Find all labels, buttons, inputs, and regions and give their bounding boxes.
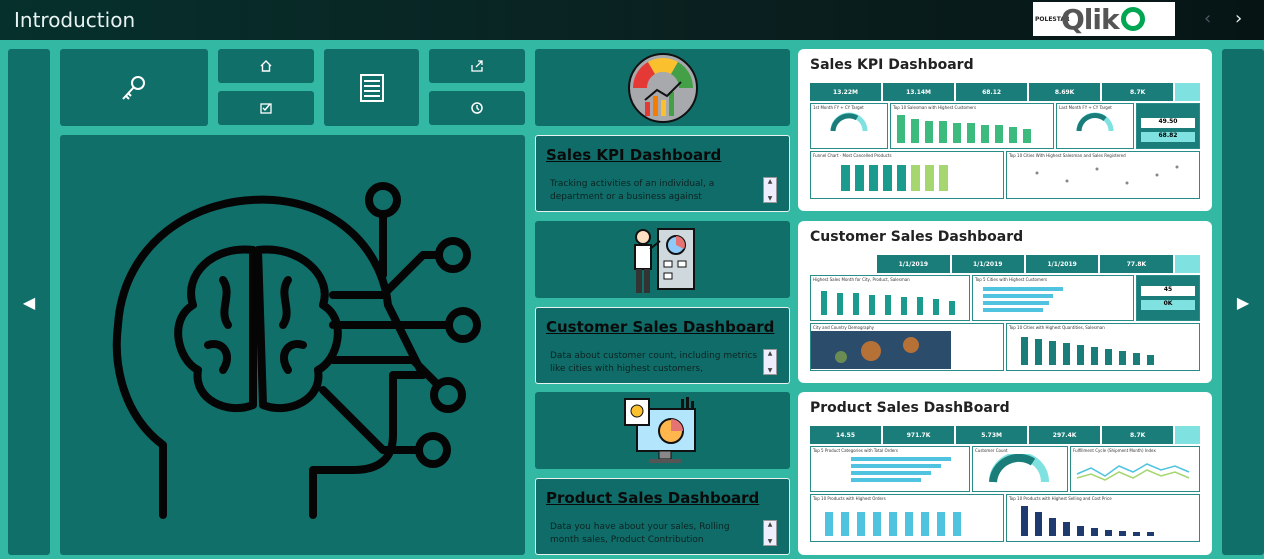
product-sales-thumbnail[interactable]: Product Sales DashBoard 14.55 971.7K 5.7…	[798, 392, 1212, 555]
preview-panel: Top 5 Product Categories with Total Orde…	[810, 446, 970, 492]
qlik-logo: POLESTAR Qlik	[1033, 2, 1175, 36]
kpi-tile: 5.73M	[956, 426, 1028, 444]
preview-panel: Top 10 Cities with Highest Quantities, S…	[1006, 323, 1200, 371]
kpi-gauge-tile	[535, 49, 790, 126]
product-sales-scrollbar[interactable]: ▲ ▼	[763, 520, 777, 546]
sales-kpi-text: Tracking activities of an individual, a …	[550, 179, 715, 202]
home-icon	[260, 60, 272, 72]
monitor-chart-icon	[623, 396, 696, 463]
product-sales-title[interactable]: Product Sales Dashboard	[546, 489, 760, 507]
left-nav-button[interactable]: ◀	[8, 49, 50, 555]
brain-illustration-panel	[60, 135, 525, 555]
presenter-icon	[633, 227, 695, 293]
preview-panel: Top 10 Cities With Highest Salesman and …	[1006, 151, 1200, 199]
customer-sales-text: Data about customer count, including met…	[550, 351, 758, 374]
kpi-tile: 8.7K	[1102, 426, 1174, 444]
customer-sales-scrollbar[interactable]: ▲ ▼	[763, 349, 777, 375]
product-sales-text: Data you have about your sales, Rolling …	[550, 522, 730, 545]
sheet-canvas: ◀ ▶	[0, 40, 1264, 559]
sales-kpi-thumb-title: Sales KPI Dashboard	[810, 57, 974, 73]
preview-panel: Customer Count	[972, 446, 1068, 492]
kpi-tile: 1/1/2019	[877, 255, 950, 273]
customer-sales-thumbnail[interactable]: Customer Sales Dashboard 1/1/2019 1/1/20…	[798, 221, 1212, 383]
brain-head-icon	[112, 182, 481, 519]
qlik-q-icon	[1120, 7, 1145, 31]
preview-panel: Funnel Chart - Most Cancelled Products	[810, 151, 1004, 199]
sales-kpi-thumbnail[interactable]: Sales KPI Dashboard 13.22M 13.14M 68.12 …	[798, 49, 1212, 211]
check-icon	[260, 103, 272, 114]
kpi-tile: 8.69K	[1029, 83, 1101, 101]
preview-panel: 45 0K	[1136, 275, 1200, 321]
kpi-tile: 14.55	[810, 426, 882, 444]
product-sales-preview: 14.55 971.7K 5.73M 297.4K 8.7K Top 5 Pro…	[810, 426, 1201, 542]
key-icon	[122, 75, 145, 100]
customer-sales-preview: 1/1/2019 1/1/2019 1/1/2019 77.8K Highest…	[810, 255, 1200, 371]
kpi-tile: 297.4K	[1029, 426, 1101, 444]
preview-panel: Top 10 Products with Highest Selling and…	[1006, 494, 1200, 542]
list-button[interactable]	[324, 49, 419, 126]
customer-sales-title[interactable]: Customer Sales Dashboard	[546, 318, 775, 336]
preview-panel: Highest Sales Month for City, Product, S…	[810, 275, 970, 321]
next-sheet-button[interactable]: ›	[1235, 8, 1243, 29]
kpi-tile	[1175, 83, 1201, 101]
kpi-tile	[810, 255, 876, 273]
scroll-up-icon[interactable]: ▲	[767, 350, 773, 357]
kpi-tile: 1/1/2019	[1025, 255, 1099, 273]
preview-panel: Last Month FY + CY Target	[1056, 103, 1134, 149]
prev-sheet-button[interactable]: ‹	[1204, 8, 1212, 29]
scroll-down-icon[interactable]: ▼	[767, 538, 773, 545]
preview-panel: 1st Month FY + CY Target	[810, 103, 888, 149]
share-button[interactable]	[429, 49, 525, 83]
share-icon	[471, 60, 483, 72]
customer-presenter-tile	[535, 221, 790, 298]
check-button[interactable]	[218, 91, 314, 125]
scroll-down-icon[interactable]: ▼	[767, 367, 773, 374]
history-button[interactable]	[429, 91, 525, 125]
scroll-down-icon[interactable]: ▼	[767, 195, 773, 202]
sales-kpi-title[interactable]: Sales KPI Dashboard	[546, 146, 722, 164]
product-sales-thumb-title: Product Sales DashBoard	[810, 400, 1010, 416]
kpi-tile: 8.7K	[1102, 83, 1174, 101]
customer-sales-thumb-title: Customer Sales Dashboard	[810, 229, 1024, 245]
scroll-up-icon[interactable]: ▲	[767, 178, 773, 185]
preview-panel: Top 5 Cities with Highest Customers	[972, 275, 1134, 321]
home-button[interactable]	[218, 49, 314, 83]
customer-sales-card[interactable]: Customer Sales Dashboard Data about cust…	[535, 307, 790, 384]
sales-kpi-card[interactable]: Sales KPI Dashboard Tracking activities …	[535, 135, 790, 212]
kpi-tile: 13.22M	[810, 83, 882, 101]
history-icon	[471, 102, 483, 114]
list-icon	[359, 73, 384, 102]
preview-panel: 49.50 68.82	[1136, 103, 1200, 149]
kpi-tile: 971.7K	[883, 426, 955, 444]
sales-kpi-preview: 13.22M 13.14M 68.12 8.69K 8.7K 1st Month…	[810, 83, 1201, 199]
kpi-tile	[1174, 255, 1200, 273]
app-title: Introduction	[14, 8, 136, 32]
preview-panel: Fulfillment Cycle (Shipment Month) Index	[1070, 446, 1200, 492]
preview-panel: Top 10 Products with Highest Orders	[810, 494, 1004, 542]
gauge-icon	[627, 52, 698, 123]
kpi-tile: 1/1/2019	[951, 255, 1024, 273]
logo-small-text: POLESTAR	[1035, 15, 1070, 23]
key-button[interactable]	[60, 49, 208, 126]
preview-panel: City and Country Demography	[810, 323, 1004, 371]
product-sales-card[interactable]: Product Sales Dashboard Data you have ab…	[535, 478, 790, 555]
left-arrow-icon: ◀	[22, 292, 36, 312]
right-nav-button[interactable]: ▶	[1222, 49, 1264, 555]
top-bar: Introduction POLESTAR Qlik ‹ ›	[0, 0, 1264, 40]
logo-main-text: Qlik	[1061, 2, 1120, 36]
right-arrow-icon: ▶	[1236, 292, 1250, 312]
kpi-tile: 68.12	[956, 83, 1028, 101]
sales-kpi-scrollbar[interactable]: ▲ ▼	[763, 177, 777, 203]
kpi-tile	[1175, 426, 1201, 444]
scroll-up-icon[interactable]: ▲	[767, 521, 773, 528]
kpi-tile: 13.14M	[883, 83, 955, 101]
product-monitor-tile	[535, 392, 790, 469]
preview-panel: Top 10 Salesman with Highest Customers	[890, 103, 1054, 149]
kpi-tile: 77.8K	[1100, 255, 1173, 273]
